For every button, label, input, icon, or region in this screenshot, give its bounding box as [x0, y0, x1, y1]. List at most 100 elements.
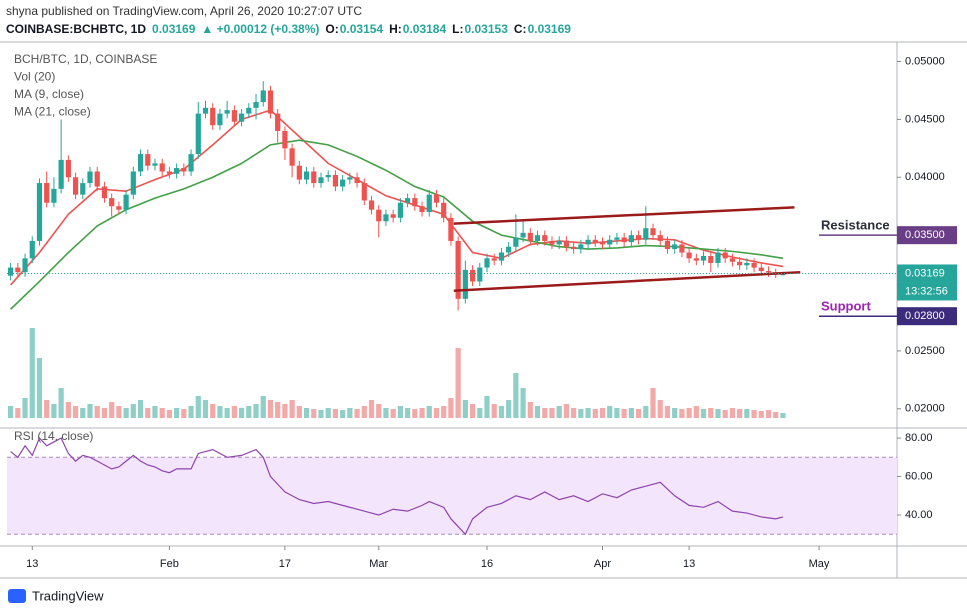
volume-bar — [614, 408, 620, 418]
candle-body — [260, 90, 266, 103]
rsi-label: RSI (14, close) — [14, 429, 93, 443]
candle-body — [383, 214, 389, 222]
volume-bar — [340, 410, 346, 418]
candle-body — [246, 107, 252, 114]
volume-bar — [325, 408, 331, 418]
candle-body — [433, 194, 440, 203]
candle-body — [571, 246, 577, 250]
candle-body — [289, 148, 295, 166]
candle-body — [368, 200, 375, 210]
candle-body — [722, 252, 728, 259]
volume-bar — [542, 408, 548, 418]
volume-bar — [224, 408, 230, 418]
countdown-box — [897, 282, 957, 301]
volume-bar — [563, 404, 570, 418]
candle-body — [231, 110, 237, 122]
candle-body — [498, 252, 505, 261]
volume-bar — [130, 404, 136, 418]
candle-body — [238, 113, 245, 122]
level-box — [897, 226, 957, 245]
volume-bar — [267, 400, 274, 418]
volume-bar — [260, 396, 266, 418]
volume-bar — [441, 406, 447, 418]
volume-bar — [231, 406, 237, 418]
volume-bar — [72, 406, 79, 418]
volume-bar — [210, 404, 216, 418]
volume-bar — [289, 400, 295, 418]
volume-bar — [51, 404, 57, 418]
candle-body — [556, 240, 562, 245]
candle-body — [672, 244, 678, 250]
candle-body — [462, 269, 468, 299]
volume-bar — [729, 408, 736, 418]
candle-body — [123, 194, 129, 210]
rsi-tick-label: 60.00 — [905, 470, 933, 482]
volume-bar — [412, 409, 418, 418]
volume-bar — [484, 396, 490, 418]
candle-body — [397, 202, 403, 218]
candle-body — [491, 258, 497, 261]
candle-body — [686, 252, 692, 259]
volume-bar — [744, 409, 750, 418]
volume-bar — [94, 406, 100, 418]
candle-body — [441, 202, 447, 218]
rsi-tick-label: 80.00 — [905, 432, 933, 444]
volume-bar — [477, 408, 483, 418]
volume-bar — [715, 409, 721, 418]
volume-bar — [22, 398, 28, 418]
volume-bar — [657, 400, 663, 418]
candle-body — [311, 171, 317, 184]
volume-bar — [137, 400, 144, 418]
candle-body — [744, 262, 750, 266]
footer-brand: TradingView — [32, 588, 104, 603]
volume-bar — [80, 408, 86, 418]
header-text: 0.03169 — [528, 22, 572, 36]
volume-bar — [592, 409, 598, 418]
level-name: Resistance — [821, 218, 890, 233]
volume-bar — [202, 400, 209, 418]
volume-bar — [275, 402, 281, 418]
volume-bar — [58, 388, 64, 418]
legend-entry: Vol (20) — [14, 70, 55, 84]
candle-body — [137, 154, 144, 172]
candle-body — [549, 240, 555, 245]
candle-body — [159, 163, 165, 172]
volume-bar — [491, 404, 497, 418]
volume-bar — [253, 404, 259, 418]
volume-bar — [87, 404, 93, 418]
rsi-tick-label: 40.00 — [905, 509, 933, 521]
volume-bar — [693, 406, 699, 418]
volume-bar — [390, 409, 396, 418]
candle-body — [419, 206, 425, 213]
published: shyna published on TradingView.com, Apri… — [6, 4, 362, 18]
y-tick-label: 0.02500 — [905, 345, 945, 357]
volume-bar — [534, 406, 541, 418]
volume-bar — [159, 408, 165, 418]
candle-body — [58, 159, 64, 189]
candle-body — [116, 206, 122, 210]
candle-body — [628, 235, 634, 243]
volume-bar — [419, 408, 425, 418]
volume-bar — [166, 410, 173, 418]
candle-body — [729, 258, 736, 262]
volume-bar — [650, 388, 656, 418]
volume-bar — [780, 413, 786, 418]
candle-body — [188, 154, 194, 172]
trendline — [453, 206, 795, 225]
candle-body — [599, 242, 606, 245]
volume-bar — [433, 408, 440, 418]
level-box — [897, 307, 957, 326]
volume-bar — [571, 408, 577, 418]
legend-entry: MA (9, close) — [14, 87, 84, 101]
volume-bar — [426, 406, 432, 418]
candle-body — [751, 262, 757, 268]
candle-body — [318, 177, 324, 184]
candle-body — [520, 232, 526, 238]
volume-bar — [15, 408, 21, 418]
x-tick-label: 17 — [279, 558, 291, 570]
candle-body — [513, 237, 519, 247]
candle-body — [448, 217, 454, 241]
volume-bar — [116, 406, 122, 418]
candle-body — [195, 113, 201, 155]
